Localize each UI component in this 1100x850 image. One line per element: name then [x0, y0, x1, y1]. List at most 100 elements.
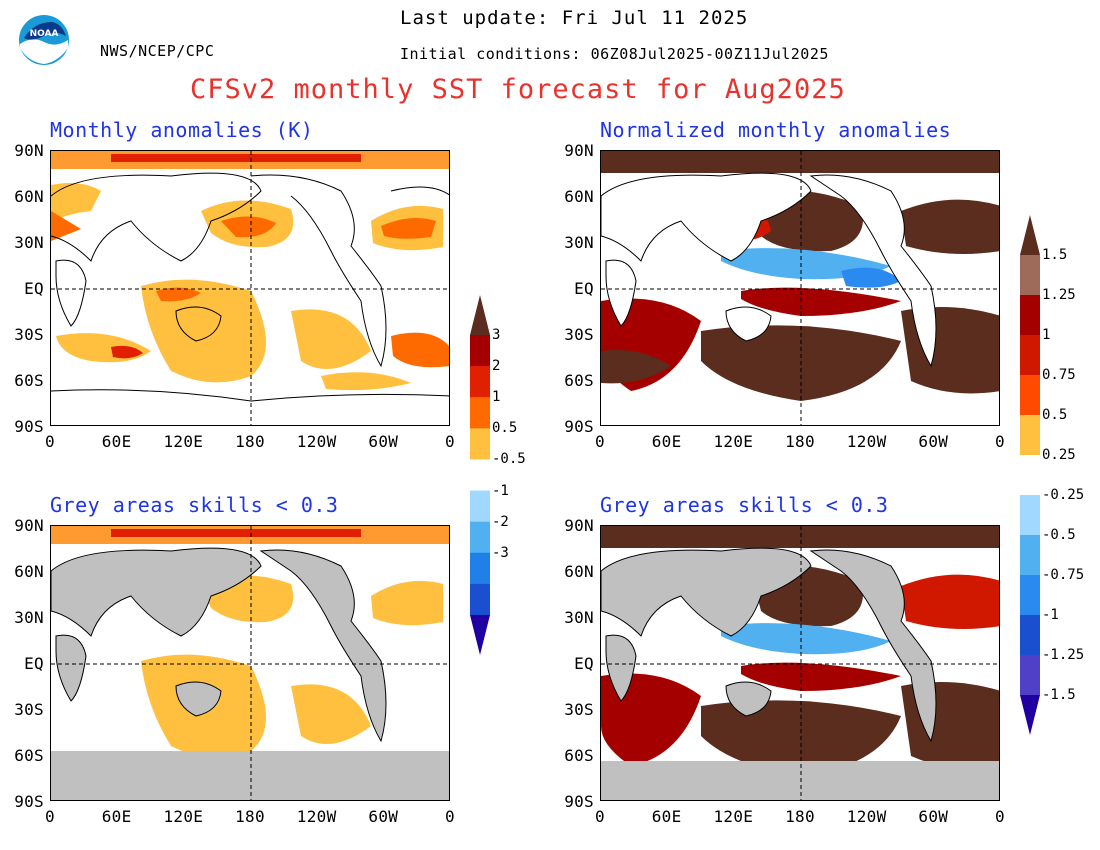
colorbar-segment [470, 335, 490, 367]
lon-tick-label: 120W [846, 807, 887, 826]
colorbar-label: -0.5 [492, 451, 526, 468]
colorbar-label: -2 [492, 513, 509, 530]
colorbar-label: 1 [492, 389, 501, 406]
colorbar-label: -3 [492, 544, 509, 561]
colorbar-segment [1020, 415, 1040, 456]
lon-tick-label: 180 [785, 807, 815, 826]
lon-tick-label: 180 [235, 432, 265, 451]
colorbar-bottom-arrow [470, 615, 490, 655]
colorbar-segment [470, 366, 490, 398]
lat-tick-label: EQ [24, 654, 44, 673]
lon-tick-label: 180 [235, 807, 265, 826]
colorbar-segment [1020, 375, 1040, 416]
colorbar-anomalies [470, 295, 490, 655]
lat-tick-label: 60N [564, 187, 594, 206]
colorbar-label: -1 [1042, 607, 1059, 623]
lat-tick-label: 90N [564, 141, 594, 160]
lat-tick-label: 30S [564, 325, 594, 344]
lon-tick-label: 120W [296, 432, 337, 451]
colorbar-segment [1020, 295, 1040, 336]
lon-tick-label: 180 [785, 432, 815, 451]
lon-tick-label: 60W [918, 807, 949, 826]
colorbar-segment [1020, 455, 1040, 496]
colorbar-top-arrow [1020, 215, 1040, 255]
map-normalized [600, 150, 1000, 426]
colorbar-segment [470, 490, 490, 523]
map-normalized-skill [600, 525, 1000, 801]
lat-tick-label: 60N [14, 562, 44, 581]
lon-tick-label: 60W [368, 807, 399, 826]
colorbar-segment [470, 397, 490, 429]
lon-tick-label: 120W [846, 432, 887, 451]
colorbar-label: -0.5 [1042, 527, 1076, 543]
lon-tick-label: 60W [918, 432, 949, 451]
lat-tick-label: 60S [564, 371, 594, 390]
colorbar-segment [1020, 535, 1040, 576]
lat-tick-label: EQ [574, 654, 594, 673]
initial-conditions: Initial conditions: 06Z08Jul2025-00Z11Ju… [400, 45, 829, 63]
lon-tick-label: 0 [445, 807, 455, 826]
last-update: Last update: Fri Jul 11 2025 [400, 7, 749, 29]
panel-title-bottom-left: Grey areas skills < 0.3 [50, 493, 339, 517]
lat-tick-label: 60S [14, 746, 44, 765]
lon-tick-label: 0 [595, 807, 605, 826]
lon-tick-label: 120W [296, 807, 337, 826]
lat-tick-label: 90S [564, 792, 594, 811]
lat-tick-label: 90S [14, 417, 44, 436]
map-anomalies-skill [50, 525, 450, 801]
lon-tick-label: 60E [101, 432, 132, 451]
lat-tick-label: 30S [14, 325, 44, 344]
lat-tick-label: EQ [24, 279, 44, 298]
lon-tick-label: 60E [101, 807, 132, 826]
lat-tick-label: 60N [564, 562, 594, 581]
colorbar-label: 0.25 [1042, 447, 1076, 463]
lat-tick-label: 90N [14, 141, 44, 160]
colorbar-label: -0.75 [1042, 567, 1085, 583]
lat-tick-label: 60N [14, 187, 44, 206]
noaa-logo: NOAA [18, 14, 70, 66]
colorbar-segment [470, 428, 490, 460]
panel-title-top-left: Monthly anomalies (K) [50, 118, 314, 142]
colorbar-bottom-arrow [1020, 695, 1040, 735]
colorbar-normalized [1020, 215, 1040, 735]
colorbar-label: 3 [492, 327, 501, 343]
colorbar-label: -1.25 [1042, 647, 1085, 663]
lon-tick-label: 60W [368, 432, 399, 451]
colorbar-segment [1020, 655, 1040, 696]
lon-tick-label: 0 [995, 432, 1005, 451]
colorbar-segment [470, 552, 490, 585]
colorbar-segment [470, 459, 490, 492]
lat-tick-label: EQ [574, 279, 594, 298]
lat-tick-label: 60S [14, 371, 44, 390]
lon-tick-label: 0 [595, 432, 605, 451]
lon-tick-label: 0 [995, 807, 1005, 826]
lon-tick-label: 120E [163, 807, 204, 826]
colorbar-label: 0.75 [1042, 367, 1076, 383]
colorbar-label: 0.5 [1042, 407, 1068, 423]
panel-title-bottom-right: Grey areas skills < 0.3 [600, 493, 889, 517]
lat-tick-label: 30S [564, 700, 594, 719]
lon-tick-label: 120E [713, 807, 754, 826]
lon-tick-label: 60E [651, 807, 682, 826]
colorbar-segment [1020, 575, 1040, 616]
colorbar-label: -1 [492, 482, 509, 499]
lat-tick-label: 30N [564, 233, 594, 252]
lon-tick-label: 0 [45, 432, 55, 451]
lat-tick-label: 90S [564, 417, 594, 436]
colorbar-label: 2 [492, 358, 501, 375]
lat-tick-label: 30N [14, 608, 44, 627]
colorbar-segment [1020, 255, 1040, 296]
colorbar-segment [470, 583, 490, 616]
lon-tick-label: 0 [45, 807, 55, 826]
lat-tick-label: 30N [564, 608, 594, 627]
colorbar-segment [1020, 335, 1040, 376]
lat-tick-label: 90N [564, 516, 594, 535]
colorbar-label: 1 [1042, 327, 1051, 343]
lat-tick-label: 60S [564, 746, 594, 765]
colorbar-label: 0.5 [492, 420, 518, 437]
panel-title-top-right: Normalized monthly anomalies [600, 118, 952, 142]
colorbar-top-arrow [470, 295, 490, 335]
lat-tick-label: 90N [14, 516, 44, 535]
lon-tick-label: 0 [445, 432, 455, 451]
lat-tick-label: 30N [14, 233, 44, 252]
